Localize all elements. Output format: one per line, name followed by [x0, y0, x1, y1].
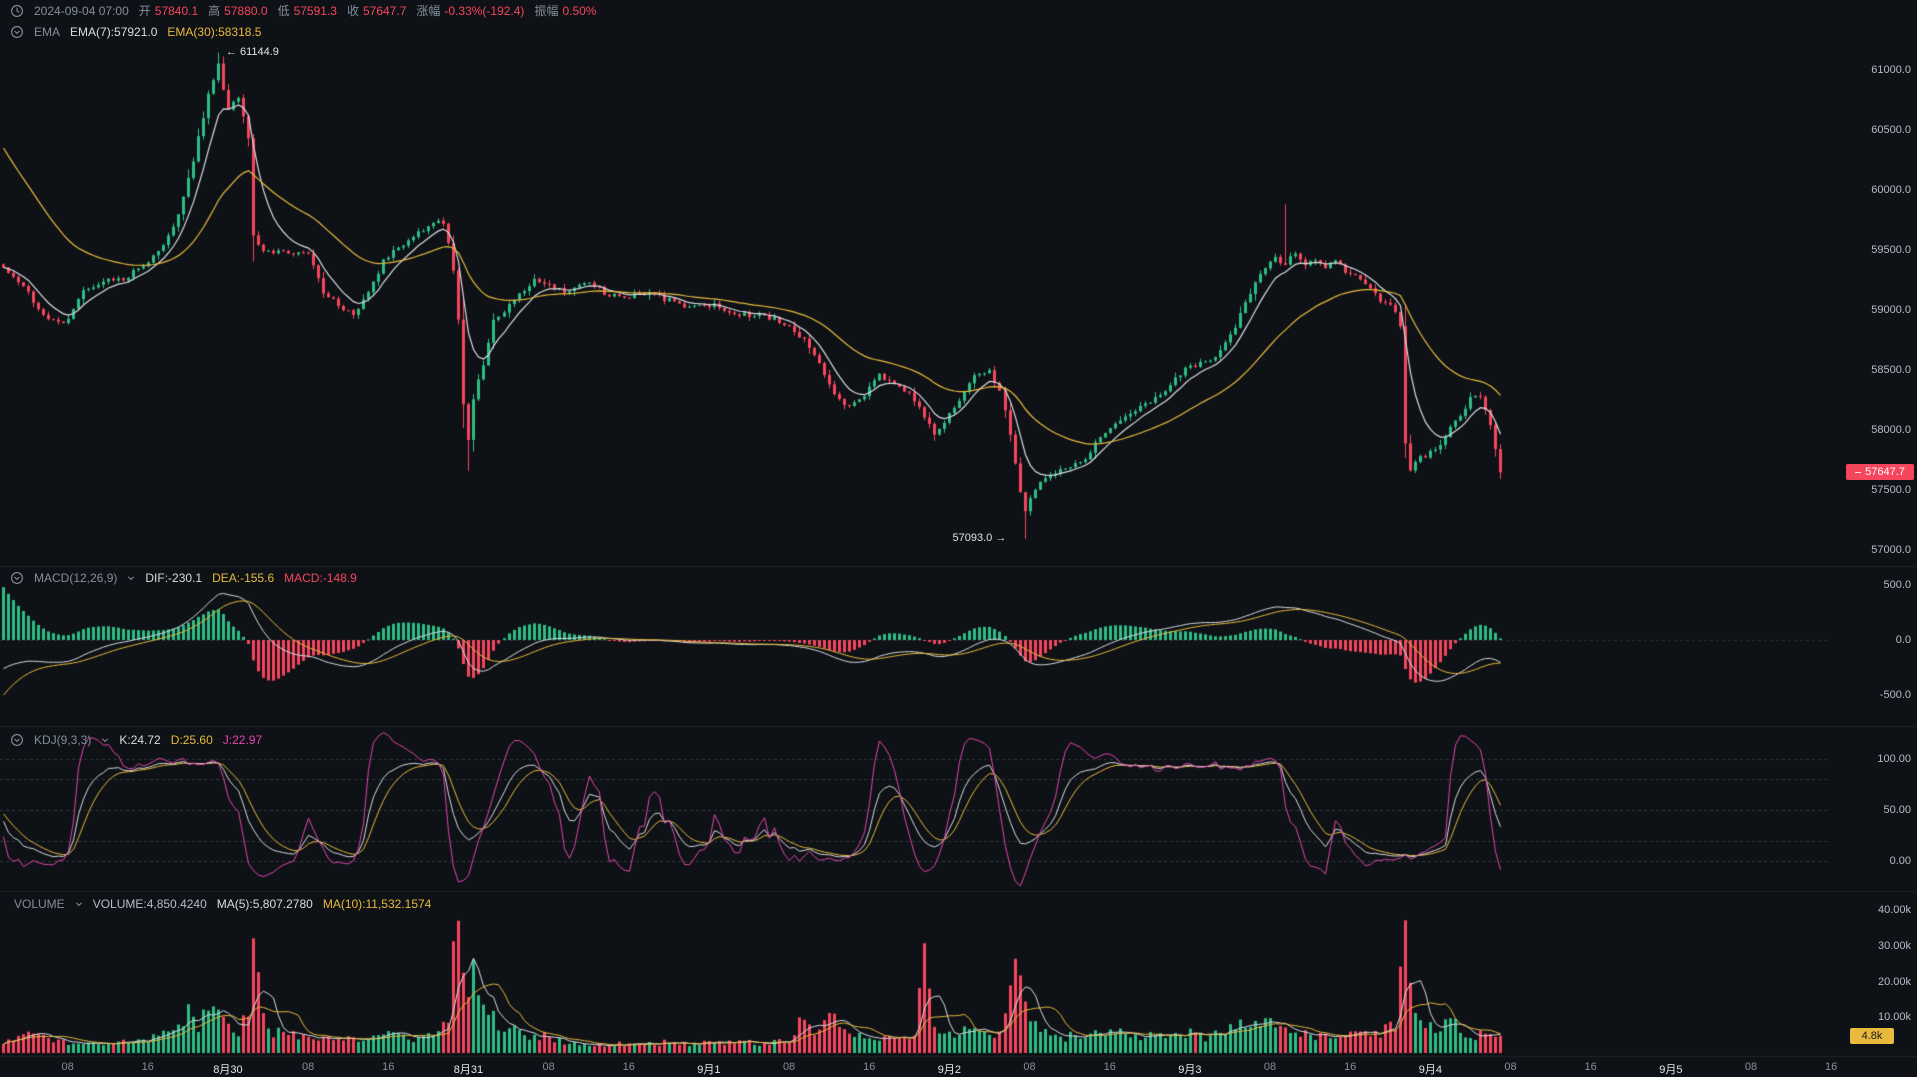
current-volume-value: 4.8k	[1861, 1029, 1883, 1042]
low-value: 57591.3	[293, 4, 337, 18]
candle-datetime: 2024-09-04 07:00	[34, 4, 129, 18]
volume-axis-label: 30.00k	[1877, 939, 1911, 952]
price-axis-label: 59500.0	[1871, 244, 1911, 256]
high-pair: 高 57880.0	[208, 3, 267, 19]
dea-value: DEA:-155.6	[212, 571, 275, 585]
time-axis-label: 08	[1263, 1061, 1277, 1073]
last-price-badge[interactable]: 57647.7	[1846, 464, 1914, 481]
ema-name[interactable]: EMA	[34, 25, 61, 39]
time-axis-label: 08	[782, 1061, 796, 1073]
macd-axis-label: -500.0	[1879, 689, 1911, 701]
close-value: 57647.7	[362, 4, 407, 18]
dif-value: DIF:-230.1	[145, 571, 203, 585]
volume-value: VOLUME:4,850.4240	[92, 897, 207, 911]
open-pair: 开 57840.1	[139, 3, 198, 19]
amplitude-value: 0.50%	[562, 4, 597, 18]
time-axis-label: 16	[863, 1061, 876, 1073]
indicator-toggle-icon[interactable]	[10, 733, 24, 747]
price-axis-label: 60500.0	[1871, 124, 1911, 136]
last-price-value: 57647.7	[1865, 466, 1905, 479]
high-label: 高	[208, 4, 221, 18]
time-axis-label: 9月2	[937, 1064, 961, 1076]
time-axis-label: 08	[1023, 1061, 1036, 1073]
volume-legend-bar: VOLUME VOLUME:4,850.4240 MA(5):5,807.278…	[14, 896, 431, 912]
volume-ma5-value: MA(5):5,807.2780	[216, 897, 313, 911]
low-pair: 低 57591.3	[278, 3, 337, 19]
ema-legend-bar: EMA EMA(7):57921.0 EMA(30):58318.5	[10, 24, 261, 40]
close-label: 收	[346, 4, 359, 18]
ohlc-info-bar: 2024-09-04 07:00 开 57840.1 高 57880.0 低 5…	[10, 3, 596, 19]
chevron-down-icon[interactable]	[127, 574, 135, 582]
volume-axis-label: 20.00k	[1877, 975, 1911, 988]
time-axis-label: 9月4	[1418, 1064, 1442, 1076]
kdj-axis-label: 100.00	[1877, 753, 1911, 765]
time-axis-label: 9月1	[697, 1064, 721, 1076]
chevron-down-icon[interactable]	[101, 736, 109, 744]
macd-axis-label: 0.0	[1895, 634, 1911, 646]
time-axis-label: 16	[141, 1061, 154, 1073]
current-volume-badge[interactable]: 4.8k	[1850, 1027, 1894, 1044]
time-axis-label: 8月30	[213, 1064, 243, 1076]
change-pair: 涨幅 -0.33%(-192.4)	[416, 3, 524, 19]
time-axis-label: 16	[1344, 1061, 1357, 1073]
clock-icon[interactable]	[10, 4, 24, 18]
d-value: D:25.60	[170, 733, 213, 747]
volume-name[interactable]: VOLUME	[14, 897, 65, 911]
price-axis-label: 58500.0	[1871, 364, 1911, 376]
amplitude-pair: 振幅 0.50%	[534, 3, 596, 19]
time-axis-label: 8月31	[453, 1064, 484, 1076]
low-label: 低	[277, 4, 290, 18]
time-axis-label: 16	[382, 1061, 395, 1073]
amplitude-label: 振幅	[534, 4, 559, 18]
volume-axis-label: 40.00k	[1877, 904, 1911, 916]
time-axis-label: 9月3	[1178, 1064, 1202, 1076]
volume-ma10-value: MA(10):11,532.1574	[322, 897, 432, 911]
macd-axis-label: 500.0	[1883, 579, 1911, 591]
time-axis-label: 16	[622, 1061, 635, 1073]
time-axis-label: 08	[542, 1061, 555, 1073]
high-price-annotation: ← 61144.9	[225, 45, 279, 58]
time-axis-label: 08	[61, 1061, 74, 1073]
price-tick-mark	[1855, 471, 1862, 473]
kdj-name[interactable]: KDJ(9,3,3)	[34, 733, 92, 747]
change-label: 涨幅	[416, 4, 441, 18]
price-axis-label: 58000.0	[1871, 424, 1911, 436]
price-axis-label: 57500.0	[1871, 484, 1911, 496]
price-axis-label: 61000.0	[1871, 64, 1911, 76]
k-value: K:24.72	[119, 733, 161, 747]
time-axis-label: 08	[301, 1061, 315, 1073]
chevron-down-icon[interactable]	[75, 900, 83, 908]
kdj-legend-bar: KDJ(9,3,3) K:24.72 D:25.60 J:22.97	[10, 732, 262, 748]
time-axis-label: 16	[1584, 1061, 1597, 1073]
j-value: J:22.97	[222, 733, 263, 747]
volume-axis-label: 10.00k	[1877, 1011, 1911, 1024]
time-axis-label: 08	[1504, 1061, 1517, 1073]
kdj-axis-label: 0.00	[1889, 855, 1911, 867]
macd-value: MACD:-148.9	[284, 571, 357, 585]
change-value: -0.33%(-192.4)	[444, 4, 525, 18]
price-axis-label: 60000.0	[1871, 184, 1911, 196]
macd-name[interactable]: MACD(12,26,9)	[34, 571, 118, 585]
close-pair: 收 57647.7	[347, 3, 406, 19]
price-axis-label: 57000.0	[1871, 544, 1911, 556]
macd-legend-bar: MACD(12,26,9) DIF:-230.1 DEA:-155.6 MACD…	[10, 570, 357, 586]
time-axis-label: 08	[1744, 1061, 1758, 1073]
ema7-value: EMA(7):57921.0	[70, 25, 158, 39]
time-axis-label: 9月5	[1659, 1064, 1683, 1076]
open-value: 57840.1	[154, 4, 199, 18]
ema30-value: EMA(30):58318.5	[167, 25, 262, 39]
indicator-toggle-icon[interactable]	[10, 571, 24, 585]
kdj-axis-label: 50.00	[1883, 804, 1911, 816]
price-axis-label: 59000.0	[1871, 304, 1911, 316]
time-axis-label: 16	[1825, 1061, 1838, 1073]
low-price-annotation: 57093.0 →	[952, 531, 1007, 544]
high-value: 57880.0	[224, 4, 268, 18]
time-axis-label: 16	[1103, 1061, 1116, 1073]
indicator-toggle-icon[interactable]	[10, 25, 24, 39]
open-label: 开	[138, 4, 151, 18]
